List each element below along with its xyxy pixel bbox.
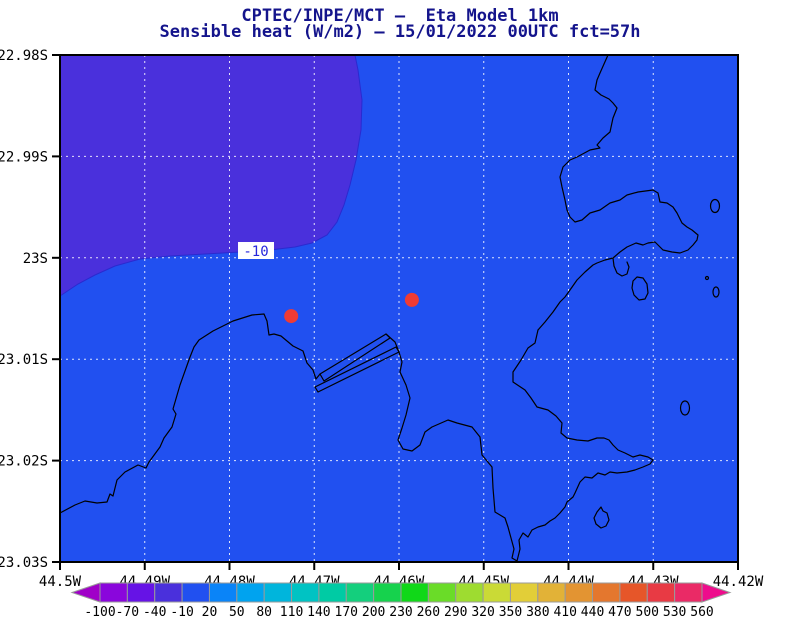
axes: 44.5W 44.49W 44.48W 44.47W 44.46W 44.45W 44.44…: [0, 48, 764, 590]
colorbar-segment: [427, 582, 457, 603]
y-axis-label: 23.03S: [0, 555, 48, 571]
graticule-grid: [60, 55, 738, 562]
coastline-northeast: [537, 54, 699, 331]
x-axis-label: 44.5W: [39, 574, 82, 590]
colorbar-label: 20: [202, 605, 218, 618]
colorbar-label: 530: [663, 605, 686, 618]
colorbar-segment: [592, 582, 621, 603]
colorbar-segment: [482, 582, 511, 603]
colorbar-label: 290: [444, 605, 467, 618]
colorbar-label: -40: [143, 605, 166, 618]
colorbar-segment: [345, 582, 375, 603]
station-marker-dot: [404, 292, 419, 307]
shaded-field-upper-left: [59, 54, 363, 297]
colorbar-label: 500: [636, 605, 659, 618]
y-axis-label: 23.02S: [0, 454, 48, 470]
colorbar-segment: [619, 582, 648, 603]
colorbar-segment: [509, 582, 539, 603]
island-south: [593, 506, 610, 529]
colorbar: -100 -70 -40 -10 20 50 80 110 140 170 200 230 260 290…: [70, 582, 732, 618]
colorbar-label: 110: [280, 605, 303, 618]
colorbar-segment: [318, 582, 347, 603]
colorbar-segment: [236, 582, 265, 603]
colorbar-label: 380: [526, 605, 549, 618]
colorbar-label: 80: [256, 605, 272, 618]
island-lagoon: [631, 276, 649, 301]
colorbar-segment: [154, 582, 183, 603]
coastline-west: [59, 313, 321, 514]
colorbar-segment: [291, 582, 320, 603]
colorbar-label: 470: [608, 605, 631, 618]
colorbar-label: 560: [690, 605, 713, 618]
y-axis-label: 22.99S: [0, 149, 48, 165]
colorbar-label: 200: [362, 605, 385, 618]
colorbar-label: 410: [553, 605, 576, 618]
colorbar-label: 440: [581, 605, 604, 618]
colorbar-label: 170: [335, 605, 358, 618]
colorbar-segment: [400, 582, 429, 603]
colorbar-segment: [126, 582, 156, 603]
y-axis-label: 22.98S: [0, 48, 48, 64]
coastline-south-bay: [385, 329, 654, 562]
islet-small: [712, 286, 720, 298]
colorbar-label: 320: [471, 605, 494, 618]
chart-title-line1: CPTEC/INPE/MCT — Eta Model 1km: [241, 6, 559, 26]
y-axis-label: 23.01S: [0, 352, 48, 368]
chart-title-line2: Sensible heat (W/m2) — 15/01/2022 00UTC …: [159, 22, 641, 42]
colorbar-label: -10: [170, 605, 193, 618]
colorbar-segment: [373, 582, 402, 603]
colorbar-segment: [455, 582, 484, 603]
colorbar-segment: [208, 582, 238, 603]
colorbar-segment: [263, 582, 293, 603]
islet-tiny: [704, 275, 710, 281]
station-markers: [284, 292, 419, 324]
colorbar-label: 350: [499, 605, 522, 618]
colorbar-segment: [181, 582, 210, 603]
colorbar-segment: [674, 582, 703, 603]
contour-label-box: [238, 242, 275, 260]
contour-labels: -10: [238, 242, 275, 260]
colorbar-segment: [646, 582, 676, 603]
y-axis-label: 23S: [23, 251, 48, 267]
colorbar-label: 230: [389, 605, 412, 618]
x-axis-label: 44.42W: [713, 574, 764, 590]
colorbar-label: 260: [417, 605, 440, 618]
map-plot: -10 44.5W 44.49W 44.48W 44.47W 44.46W 44.45W 4…: [0, 48, 764, 618]
colorbar-segment: [99, 582, 128, 603]
colorbar-label: 50: [229, 605, 245, 618]
station-marker-dot: [284, 309, 299, 324]
island-northeast: [709, 198, 721, 214]
contour-label-text: -10: [243, 244, 268, 260]
colorbar-segment: [537, 582, 566, 603]
island-east: [679, 400, 691, 416]
colorbar-label: 140: [307, 605, 330, 618]
colorbar-label: -70: [116, 605, 139, 618]
colorbar-label: -100: [84, 605, 115, 618]
colorbar-segment: [564, 582, 594, 603]
coastline-layer: [59, 54, 721, 562]
coastline-inlet-dip: [612, 257, 630, 277]
